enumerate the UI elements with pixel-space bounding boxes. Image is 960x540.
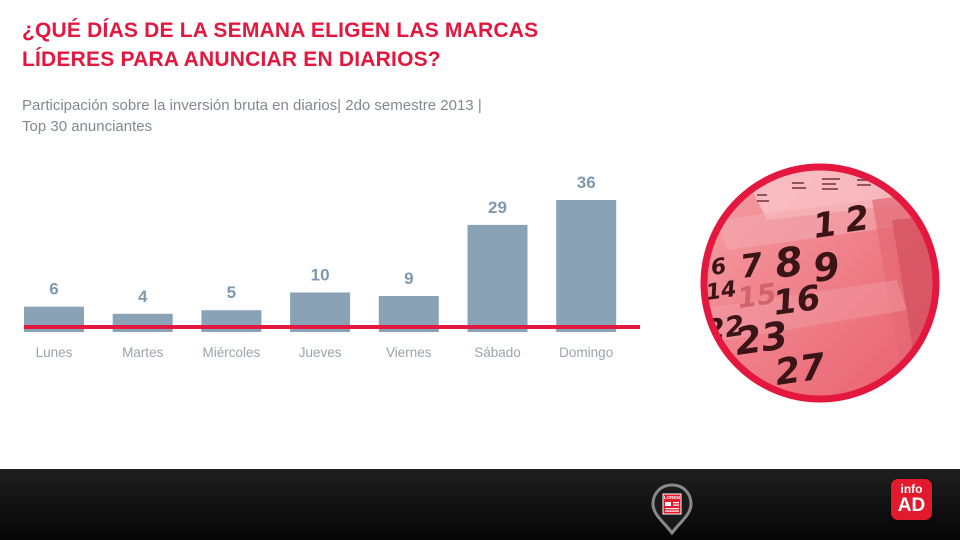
calendar-number: 27 <box>773 346 828 394</box>
title-line-2: LÍDERES PARA ANUNCIAR EN DIARIOS? <box>22 48 441 71</box>
calendar-number: 6 <box>709 254 728 281</box>
page-title: ¿QUÉ DÍAS DE LA SEMANA ELIGEN LAS MARCAS… <box>22 16 622 74</box>
category-label: Sábado <box>474 345 521 360</box>
bar-chart: 6 Lunes 4 Martes 5 Miércoles 10 Jueves 9 Viernes 2… <box>24 173 640 360</box>
title-line-1: ¿QUÉ DÍAS DE LA SEMANA ELIGEN LAS MARCAS <box>22 19 539 42</box>
infoad-logo: info AD <box>891 479 932 520</box>
bar-sábado <box>467 224 528 332</box>
calendar-number: 14 <box>704 277 738 306</box>
value-label: 4 <box>138 287 148 306</box>
value-label: 5 <box>227 283 236 302</box>
category-label: Miércoles <box>203 345 261 360</box>
logo-line-1: info <box>900 482 923 496</box>
calendar-number: 16 <box>771 278 823 324</box>
value-label: 10 <box>311 265 330 284</box>
calendar-number: 1 <box>811 204 840 247</box>
category-label: Viernes <box>386 345 432 360</box>
calendar-number: 9 <box>810 244 842 291</box>
baseline-line <box>24 325 640 329</box>
calendar-number: 23 <box>732 313 790 364</box>
value-label: 9 <box>404 269 413 288</box>
calendar-number: 15 <box>735 277 778 315</box>
value-label: 36 <box>577 173 596 192</box>
bar-domingo <box>556 200 617 332</box>
category-label: Lunes <box>36 345 73 360</box>
logo-line-2: AD <box>897 495 926 516</box>
page-subtitle: Participación sobre la inversión bruta e… <box>22 95 582 137</box>
calendar-number: 2 <box>843 198 872 241</box>
category-label: Domingo <box>559 345 613 360</box>
category-label: Jueves <box>299 345 342 360</box>
subtitle-line-1: Participación sobre la inversión bruta e… <box>22 97 482 114</box>
bar-martes <box>112 313 173 332</box>
category-label: Martes <box>122 345 164 360</box>
calendar-number: 8 <box>772 238 806 287</box>
calendar-photo: 1 2 6 7 8 9 14 15 16 22 23 27 <box>697 160 943 406</box>
value-label: 29 <box>488 198 507 217</box>
footer-bar <box>0 469 960 540</box>
svg-text:LOREM: LOREM <box>664 495 681 500</box>
newspaper-location-pin-icon: LOREM <box>651 483 693 536</box>
subtitle-line-2: Top 30 anunciantes <box>22 118 153 135</box>
value-label: 6 <box>49 280 58 299</box>
